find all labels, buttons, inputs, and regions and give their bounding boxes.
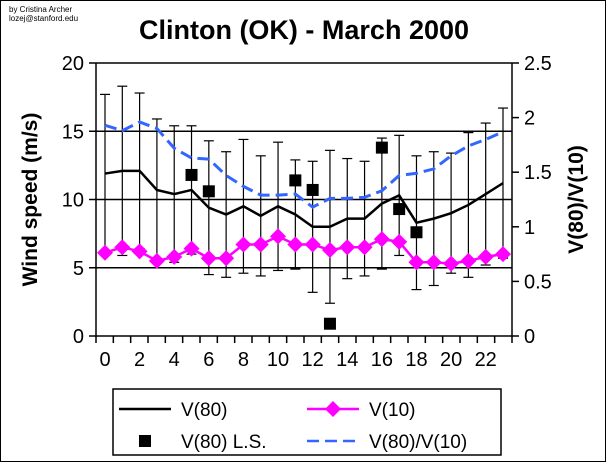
v10-marker bbox=[148, 252, 165, 269]
x-tick-label: 14 bbox=[336, 349, 358, 371]
y2-tick-label: 0 bbox=[524, 326, 535, 348]
legend-box bbox=[112, 388, 502, 456]
v80-ls-marker bbox=[410, 226, 423, 239]
v10-marker bbox=[166, 248, 183, 265]
v10-marker bbox=[321, 242, 338, 259]
v10-marker bbox=[408, 254, 425, 271]
y2-tick-label: 2.5 bbox=[524, 53, 552, 75]
v10-marker bbox=[443, 255, 460, 272]
series-ratio-line bbox=[104, 120, 504, 209]
v10-marker bbox=[373, 231, 390, 248]
y-tick-label: 10 bbox=[62, 190, 84, 212]
credit: by Cristina Archer lozej@stanford.edu bbox=[9, 5, 78, 23]
v10-marker bbox=[460, 252, 477, 269]
series-v10-line bbox=[104, 234, 504, 265]
v10-marker bbox=[425, 254, 442, 271]
v10-marker bbox=[304, 236, 321, 253]
v10-marker bbox=[235, 236, 252, 253]
v10-marker bbox=[270, 228, 287, 245]
y2-axis-label: V(80)/V(10) bbox=[565, 145, 588, 254]
v80-ls-marker bbox=[323, 317, 336, 330]
x-tick-label: 12 bbox=[302, 349, 324, 371]
v10-marker bbox=[356, 239, 373, 256]
x-tick-label: 6 bbox=[203, 349, 214, 371]
v10-marker bbox=[391, 233, 408, 250]
v80-ls-marker bbox=[375, 141, 388, 154]
v80-ls-marker bbox=[202, 185, 215, 198]
v10-marker bbox=[495, 246, 511, 263]
credit-author: by Cristina Archer bbox=[9, 5, 73, 14]
series-v80-line bbox=[104, 169, 504, 229]
legend-label: V(80)/V(10) bbox=[369, 432, 467, 453]
v10-marker bbox=[218, 250, 235, 267]
y-tick-label: 15 bbox=[62, 121, 84, 143]
y2-tick-label: 2 bbox=[524, 108, 535, 130]
v10-marker bbox=[200, 250, 217, 267]
y2-tick-label: 1 bbox=[524, 217, 535, 239]
v10-marker bbox=[114, 239, 131, 256]
v80-ls-marker bbox=[289, 174, 302, 187]
v80-ls-marker bbox=[306, 183, 319, 196]
x-tick-label: 0 bbox=[99, 349, 110, 371]
y-tick-label: 20 bbox=[62, 53, 84, 75]
v10-marker bbox=[339, 239, 356, 256]
y-tick-label: 0 bbox=[73, 326, 84, 348]
x-tick-label: 22 bbox=[475, 349, 497, 371]
v10-marker bbox=[183, 240, 200, 257]
x-tick-label: 10 bbox=[267, 349, 289, 371]
v10-marker bbox=[287, 236, 304, 253]
credit-email: lozej@stanford.edu bbox=[9, 14, 79, 23]
x-tick-label: 4 bbox=[169, 349, 180, 371]
x-tick-label: 18 bbox=[405, 349, 427, 371]
v10-marker bbox=[131, 243, 148, 260]
legend-ls-swatch bbox=[139, 435, 151, 447]
v10-marker bbox=[477, 248, 494, 265]
x-tick-label: 2 bbox=[134, 349, 145, 371]
v80-ls-marker bbox=[393, 203, 406, 216]
y2-tick-label: 1.5 bbox=[524, 162, 552, 184]
legend-label: V(80) L.S. bbox=[181, 432, 267, 453]
v80-ls-marker bbox=[185, 168, 198, 181]
x-tick-label: 20 bbox=[440, 349, 462, 371]
v10-marker bbox=[252, 236, 269, 253]
legend-v10-marker bbox=[325, 401, 341, 417]
y-axis-label: Wind speed (m/s) bbox=[19, 113, 42, 287]
legend-label: V(80) bbox=[181, 400, 227, 421]
y-tick-label: 5 bbox=[73, 258, 84, 280]
legend-label: V(10) bbox=[369, 400, 415, 421]
v10-marker bbox=[97, 244, 113, 261]
x-tick-label: 8 bbox=[238, 349, 249, 371]
chart-title: Clinton (OK) - March 2000 bbox=[138, 15, 470, 45]
x-tick-label: 16 bbox=[371, 349, 393, 371]
y2-tick-label: 0.5 bbox=[524, 271, 552, 293]
